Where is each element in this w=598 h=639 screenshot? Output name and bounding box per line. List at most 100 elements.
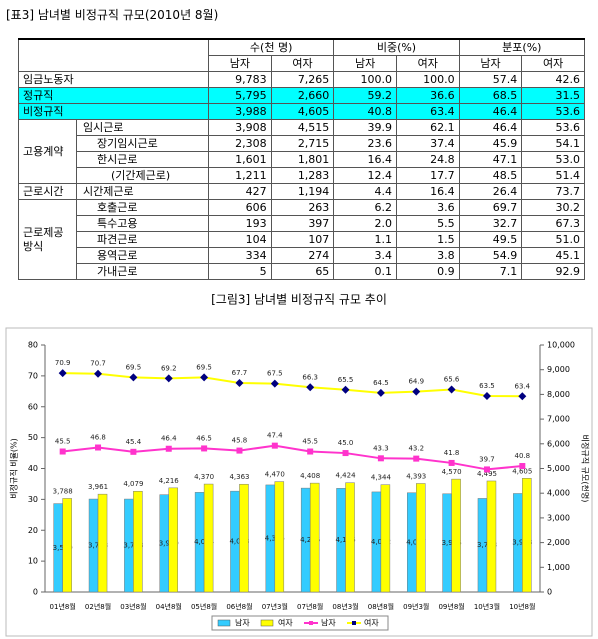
point-value-label: 41.8 xyxy=(444,449,460,457)
bar-value-label: 3,961 xyxy=(88,483,108,491)
cell: 59.2 xyxy=(333,87,397,104)
table-row: 용역근로 334 274 3.4 3.8 54.9 45.1 xyxy=(19,247,585,264)
bar xyxy=(380,484,391,593)
y-tick-label: 70 xyxy=(28,371,38,380)
point-value-label: 46.5 xyxy=(196,434,212,442)
cell: 274 xyxy=(270,247,335,264)
bar xyxy=(345,482,355,593)
cell: 36.6 xyxy=(395,87,460,104)
cell: 1.1 xyxy=(333,231,397,248)
bar xyxy=(486,480,497,593)
x-tick-label: 03년8월 xyxy=(120,602,146,611)
cell: 3,908 xyxy=(208,119,272,136)
subheader-cell: 남자 xyxy=(333,55,397,72)
x-tick-label: 06년8월 xyxy=(226,602,252,611)
row-label: 용역근로 xyxy=(76,247,209,264)
cell: 51.0 xyxy=(521,231,585,248)
point-value-label: 39.7 xyxy=(479,455,495,463)
cell: 42.6 xyxy=(521,71,585,88)
cell: 5 xyxy=(208,263,272,280)
legend-swatch xyxy=(352,621,356,625)
cell: 334 xyxy=(208,247,272,264)
table-row: (기간제근로) 1,211 1,283 12.4 17.7 48.5 51.4 xyxy=(19,167,585,184)
marker xyxy=(270,379,279,388)
bar-value-label: 4,216 xyxy=(159,477,180,485)
cell: 7,265 xyxy=(270,71,335,88)
table-row: 정규직 5,795 2,660 59.2 36.6 68.5 31.5 xyxy=(18,87,585,104)
point-value-label: 45.8 xyxy=(232,437,248,445)
marker xyxy=(201,445,208,452)
subheader-cell: 남자 xyxy=(208,55,272,72)
marker xyxy=(129,373,138,382)
cell: 104 xyxy=(208,231,272,248)
point-value-label: 45.0 xyxy=(338,439,354,447)
point-value-label: 43.2 xyxy=(408,445,424,453)
row-label: 특수고용 xyxy=(76,215,209,232)
x-tick-label: 10년3월 xyxy=(474,602,500,611)
bar-value-label: 4,570 xyxy=(442,468,462,476)
subheader-cell: 남자 xyxy=(458,55,523,72)
bar-value-label: 4,370 xyxy=(194,473,214,481)
cell: 606 xyxy=(208,199,272,216)
legend-label: 여자 xyxy=(278,618,293,628)
y-tick-label: 50 xyxy=(28,433,38,442)
subheader-cell: 여자 xyxy=(270,55,335,72)
x-tick-label: 10년8월 xyxy=(509,602,535,611)
point-value-label: 64.9 xyxy=(408,378,424,386)
subheader-cell: 여자 xyxy=(395,55,460,72)
point-value-label: 67.7 xyxy=(232,369,248,377)
cell: 1,601 xyxy=(208,151,272,168)
y2-tick-label: 4,000 xyxy=(547,489,570,498)
cell: 37.4 xyxy=(395,135,460,152)
cell: 47.1 xyxy=(458,151,523,168)
marker xyxy=(165,445,172,452)
group-label: 근로시간 xyxy=(18,183,77,200)
cell: 2,715 xyxy=(270,135,335,152)
cell: 67.3 xyxy=(521,215,585,232)
marker xyxy=(519,463,526,470)
legend-label: 남자 xyxy=(235,619,250,628)
cell: 6.2 xyxy=(333,199,397,216)
point-value-label: 69.5 xyxy=(126,363,142,371)
legend-swatch xyxy=(260,619,274,627)
cell: 53.6 xyxy=(521,103,585,120)
bar-value-label: 4,470 xyxy=(265,471,285,479)
bar xyxy=(203,483,214,593)
x-tick-label: 07년3월 xyxy=(262,602,288,611)
cell: 92.9 xyxy=(521,263,585,280)
y2-tick-label: 8,000 xyxy=(547,390,570,399)
bar xyxy=(97,493,108,593)
subheader-cell: 여자 xyxy=(521,55,585,72)
point-value-label: 63.4 xyxy=(515,382,531,390)
cell: 17.7 xyxy=(395,167,460,184)
cell: 32.7 xyxy=(458,215,523,232)
marker xyxy=(58,369,67,378)
y2-tick-label: 10,000 xyxy=(547,341,575,350)
y2-tick-label: 5,000 xyxy=(547,464,570,473)
header-cell: 수(천 명) xyxy=(207,38,335,56)
cell: 54.1 xyxy=(521,135,585,152)
point-value-label: 65.6 xyxy=(444,375,460,383)
group-label: 고용계약 xyxy=(18,119,77,184)
bar-value-label: 4,408 xyxy=(300,472,320,480)
marker xyxy=(376,388,385,397)
cell: 73.7 xyxy=(521,183,585,200)
point-value-label: 46.4 xyxy=(161,435,177,443)
table-row: 근로시간 시간제근로 427 1,194 4.4 16.4 26.4 73.7 xyxy=(18,183,585,200)
cell: 3,988 xyxy=(208,103,272,120)
y2-tick-label: 7,000 xyxy=(547,415,570,424)
cell: 1.5 xyxy=(395,231,460,248)
marker xyxy=(412,387,421,396)
cell: 46.4 xyxy=(458,119,523,136)
cell: 69.7 xyxy=(458,199,523,216)
table-row: 비정규직 3,988 4,605 40.8 63.4 46.4 53.6 xyxy=(18,103,585,120)
y2-tick-label: 2,000 xyxy=(547,538,570,547)
row-label: 파견근로 xyxy=(76,231,209,248)
y-tick-label: 0 xyxy=(33,588,38,597)
marker xyxy=(447,385,456,394)
marker xyxy=(342,450,349,457)
point-value-label: 45.5 xyxy=(302,438,318,446)
cell: 65 xyxy=(270,263,335,280)
cell: 3.4 xyxy=(333,247,397,264)
cell: 12.4 xyxy=(333,167,397,184)
